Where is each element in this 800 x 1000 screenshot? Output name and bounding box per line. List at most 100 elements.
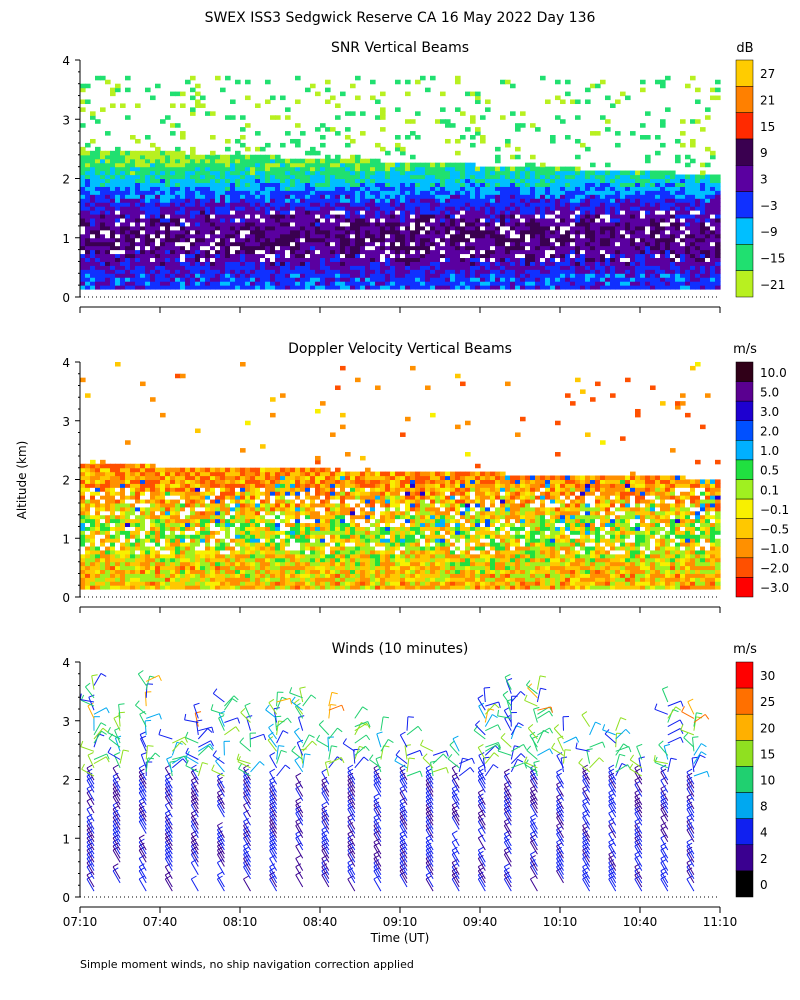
heatmap-cell (180, 225, 186, 231)
heatmap-cell (115, 265, 121, 270)
heatmap-cell (140, 561, 146, 567)
heatmap-cell (435, 249, 441, 255)
heatmap-cell (420, 182, 426, 187)
heatmap-cell (300, 233, 306, 239)
heatmap-cell (180, 249, 186, 255)
heatmap-cell (90, 210, 96, 215)
heatmap-cell (295, 166, 301, 172)
heatmap-cell (445, 253, 451, 259)
heatmap-cell (655, 285, 661, 290)
heatmap-cell (610, 170, 616, 176)
heatmap-cell (535, 237, 541, 243)
heatmap-cell (150, 281, 156, 286)
heatmap-cell (105, 577, 111, 582)
heatmap-cell (590, 253, 596, 259)
heatmap-cell (160, 206, 166, 211)
heatmap-cell (555, 182, 561, 187)
heatmap-cell (135, 241, 141, 247)
heatmap-cell (245, 253, 251, 259)
heatmap-cell (425, 229, 431, 235)
heatmap-cell (380, 127, 386, 132)
heatmap-cell (90, 237, 96, 243)
heatmap-cell (405, 206, 411, 211)
heatmap-cell (510, 257, 516, 262)
heatmap-cell (85, 487, 91, 492)
heatmap-cell (135, 174, 141, 180)
heatmap-cell (650, 174, 656, 180)
heatmap-cell (545, 257, 551, 262)
heatmap-cell (370, 79, 376, 85)
heatmap-cell (225, 190, 231, 195)
heatmap-cell (170, 131, 176, 136)
heatmap-cell (85, 237, 91, 243)
heatmap-cell (85, 393, 91, 398)
heatmap-cell (210, 217, 216, 223)
heatmap-cell (655, 225, 661, 231)
heatmap-cell (540, 202, 546, 207)
heatmap-cell (545, 217, 551, 223)
heatmap-cell (225, 162, 231, 168)
heatmap-cell (205, 241, 211, 247)
heatmap-cell (555, 174, 561, 180)
heatmap-cell (100, 526, 106, 531)
heatmap-cell (645, 178, 651, 183)
heatmap-cell (215, 225, 221, 231)
heatmap-cell (350, 166, 356, 172)
heatmap-cell (300, 225, 306, 231)
heatmap-cell (535, 225, 541, 231)
heatmap-cell (435, 166, 441, 172)
heatmap-cell (530, 269, 536, 274)
heatmap-cell (480, 190, 486, 195)
heatmap-cell (560, 213, 566, 219)
heatmap-cell (185, 237, 191, 243)
heatmap-cell (320, 281, 326, 286)
heatmap-cell (570, 249, 576, 255)
heatmap-cell (375, 217, 381, 223)
heatmap-cell (620, 233, 626, 239)
heatmap-cell (85, 518, 91, 524)
heatmap-cell (160, 174, 166, 180)
heatmap-cell (425, 237, 431, 243)
heatmap-cell (445, 237, 451, 243)
heatmap-cell (400, 249, 406, 255)
heatmap-cell (365, 190, 371, 195)
heatmap-cell (350, 206, 356, 211)
heatmap-cell (95, 569, 101, 574)
heatmap-cell (265, 237, 271, 243)
heatmap-cell (270, 253, 276, 259)
heatmap-cell (700, 190, 706, 195)
heatmap-cell (115, 253, 121, 259)
heatmap-cell (600, 213, 606, 219)
heatmap-cell (255, 241, 261, 247)
heatmap-cell (250, 170, 256, 176)
heatmap-cell (480, 202, 486, 207)
heatmap-cell (435, 225, 441, 231)
heatmap-cell (600, 198, 606, 203)
heatmap-cell (385, 225, 391, 231)
heatmap-cell (315, 206, 321, 211)
heatmap-cell (515, 127, 521, 132)
heatmap-cell (315, 127, 321, 132)
heatmap-cell (135, 581, 141, 586)
heatmap-cell (135, 526, 141, 531)
heatmap-cell (260, 174, 266, 180)
heatmap-cell (460, 111, 466, 116)
heatmap-cell (105, 202, 111, 207)
heatmap-cell (100, 273, 106, 278)
heatmap-cell (640, 79, 646, 85)
heatmap-cell (415, 111, 421, 116)
heatmap-cell (280, 221, 286, 227)
heatmap-cell (600, 233, 606, 239)
heatmap-cell (140, 174, 146, 180)
heatmap-cell (675, 281, 681, 286)
heatmap-cell (130, 158, 136, 164)
heatmap-cell (600, 265, 606, 270)
heatmap-cell (110, 534, 116, 539)
heatmap-cell (265, 142, 271, 148)
heatmap-cell (180, 241, 186, 247)
heatmap-cell (355, 225, 361, 231)
heatmap-cell (295, 265, 301, 270)
heatmap-cell (390, 265, 396, 270)
heatmap-cell (290, 182, 296, 187)
heatmap-cell (335, 229, 341, 235)
